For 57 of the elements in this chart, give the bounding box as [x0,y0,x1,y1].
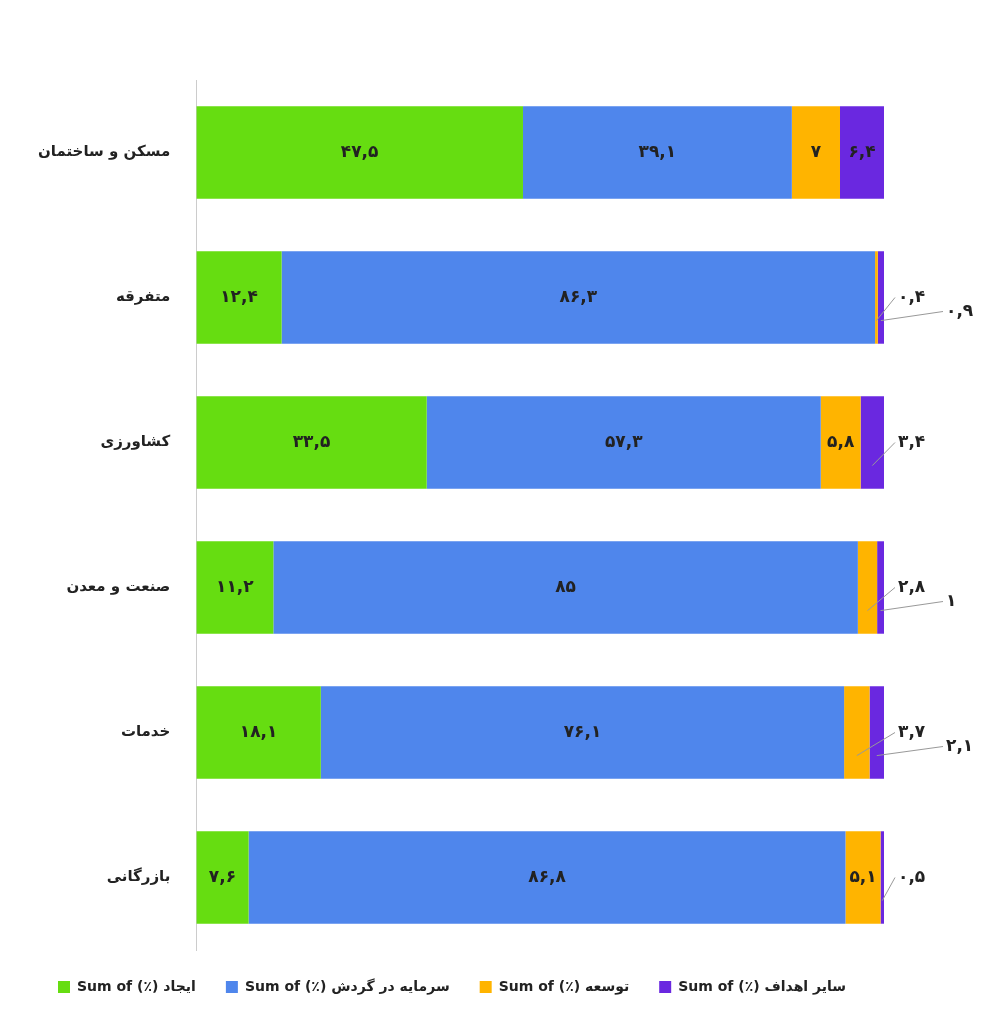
data-label: ۸۶,۸ [528,865,567,886]
data-label: ۰,۴ [898,285,926,306]
data-label: ۷۶,۱ [563,720,602,741]
data-label: ۱ [946,589,957,610]
bar [820,396,861,489]
data-label: ۵۷,۳ [604,430,644,451]
y-tick-label: بازرگانی [106,867,171,886]
bar [869,686,884,779]
data-label: ۳۳,۵ [292,430,331,451]
legend-label: Sum of (٪) توسعه [498,977,630,995]
bar [522,106,792,199]
bar [844,686,870,779]
bar [320,686,845,779]
bar [196,396,427,489]
bar [196,686,321,779]
y-tick-label: متفرقه [115,287,171,306]
y-tick-label: صنعت و معدن [66,577,171,596]
bar [196,831,249,924]
bar [857,541,878,634]
legend-label: Sum of (٪) سرمایه در گردش [244,977,450,995]
bar [839,106,884,199]
legend-label: Sum of (٪) سایر اهداف [678,977,847,995]
bar [845,831,881,924]
data-label: ۶,۴ [848,140,876,161]
bar [791,106,840,199]
data-label: ۳۹,۱ [638,140,677,161]
legend-label: Sum of (٪) ایجاد [76,977,196,994]
y-tick-label: خدمات [120,722,171,741]
data-label: ۵,۱ [849,865,877,886]
data-label: ۸۶,۳ [559,285,598,306]
data-label: ۵,۸ [827,430,855,451]
bar [196,541,274,634]
bar [860,396,884,489]
bar [426,396,821,489]
data-label: ۴۷,۵ [340,140,379,161]
data-label: ۸۵ [555,575,576,596]
bar [281,251,876,344]
data-label: ۲,۱ [946,734,974,755]
bar [196,106,523,199]
bar [875,251,878,344]
bar [196,251,282,344]
bar [248,831,846,924]
data-label: ۳,۴ [898,430,926,451]
data-label: ۱۸,۱ [239,720,278,741]
data-label: ۷ [810,140,822,161]
y-tick-label: مسکن و ساختمان [37,142,171,161]
data-label: ۱۱,۲ [216,575,255,596]
bar [273,541,858,634]
data-label: ۰,۵ [898,865,926,886]
data-label: ۳,۷ [898,720,926,741]
data-label: ۱۲,۴ [220,285,258,306]
bar [877,251,884,344]
data-label: ۲,۸ [898,575,926,596]
data-label: ۰,۹ [946,299,974,320]
data-label: ۷,۶ [208,865,237,886]
bar [877,541,884,634]
y-tick-label: کشاورزی [100,432,171,451]
